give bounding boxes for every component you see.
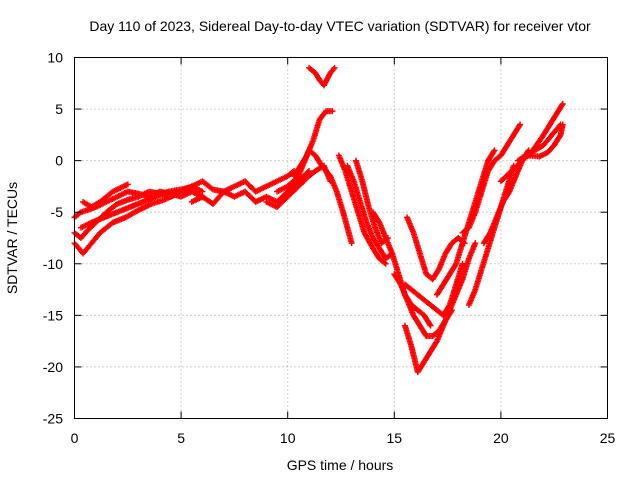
data-point bbox=[331, 64, 338, 71]
chart-title: Day 110 of 2023, Sidereal Day-to-day VTE… bbox=[89, 18, 591, 34]
data-series-track-10 bbox=[291, 108, 336, 180]
data-point bbox=[330, 66, 337, 73]
y-tick-label: -5 bbox=[51, 204, 64, 220]
data-point bbox=[329, 108, 336, 115]
data-point bbox=[517, 121, 524, 128]
data-point bbox=[459, 260, 466, 267]
data-series-track-22 bbox=[459, 121, 524, 236]
x-tick-label: 15 bbox=[387, 430, 403, 446]
data-point bbox=[491, 147, 498, 154]
y-tick-label: -15 bbox=[43, 307, 63, 323]
grid-lines bbox=[74, 57, 608, 419]
x-tick-label: 0 bbox=[71, 430, 79, 446]
data-series-track-11 bbox=[306, 64, 338, 89]
y-tick-label: -25 bbox=[43, 411, 63, 427]
data-point bbox=[382, 260, 389, 267]
data-point bbox=[516, 122, 523, 129]
data-points bbox=[71, 64, 566, 376]
data-point bbox=[490, 148, 497, 155]
x-tick-label: 10 bbox=[280, 430, 296, 446]
data-point bbox=[472, 240, 479, 247]
y-tick-label: 10 bbox=[47, 50, 63, 66]
data-point bbox=[452, 262, 459, 269]
data-point bbox=[426, 321, 433, 328]
y-tick-label: -20 bbox=[43, 359, 63, 375]
data-series-track-26 bbox=[519, 121, 566, 161]
data-point bbox=[427, 322, 434, 329]
data-series-track-19 bbox=[401, 260, 466, 319]
data-point bbox=[559, 100, 566, 107]
data-point bbox=[559, 121, 566, 128]
data-series-track-5 bbox=[80, 181, 131, 211]
data-point bbox=[556, 133, 563, 140]
y-axis-label: SDTVAR / TECUs bbox=[4, 182, 20, 294]
data-series-track-17 bbox=[401, 240, 479, 376]
data-point bbox=[445, 303, 452, 310]
data-point bbox=[306, 167, 313, 174]
y-tick-label: -10 bbox=[43, 256, 63, 272]
data-point bbox=[199, 188, 206, 195]
data-series-track-12 bbox=[335, 152, 389, 267]
data-point bbox=[558, 102, 565, 109]
data-series-track-23 bbox=[480, 147, 532, 247]
data-point bbox=[381, 259, 388, 266]
plot-frame bbox=[74, 57, 608, 419]
data-point bbox=[124, 181, 131, 188]
data-series-track-13 bbox=[344, 162, 396, 262]
axes: 0 5 10 15 20 25 -25 -20 -15 -10 -5 0 5 10 bbox=[43, 50, 616, 447]
data-series-track-7 bbox=[188, 167, 313, 207]
data-point bbox=[348, 240, 355, 247]
data-series-track-6 bbox=[167, 167, 298, 200]
y-tick-label: 0 bbox=[55, 153, 63, 169]
x-tick-label: 5 bbox=[177, 430, 185, 446]
x-axis-label: GPS time / hours bbox=[287, 457, 394, 473]
x-tick-label: 20 bbox=[493, 430, 509, 446]
y-tick-label: 5 bbox=[55, 101, 63, 117]
x-tick-label: 25 bbox=[600, 430, 616, 446]
